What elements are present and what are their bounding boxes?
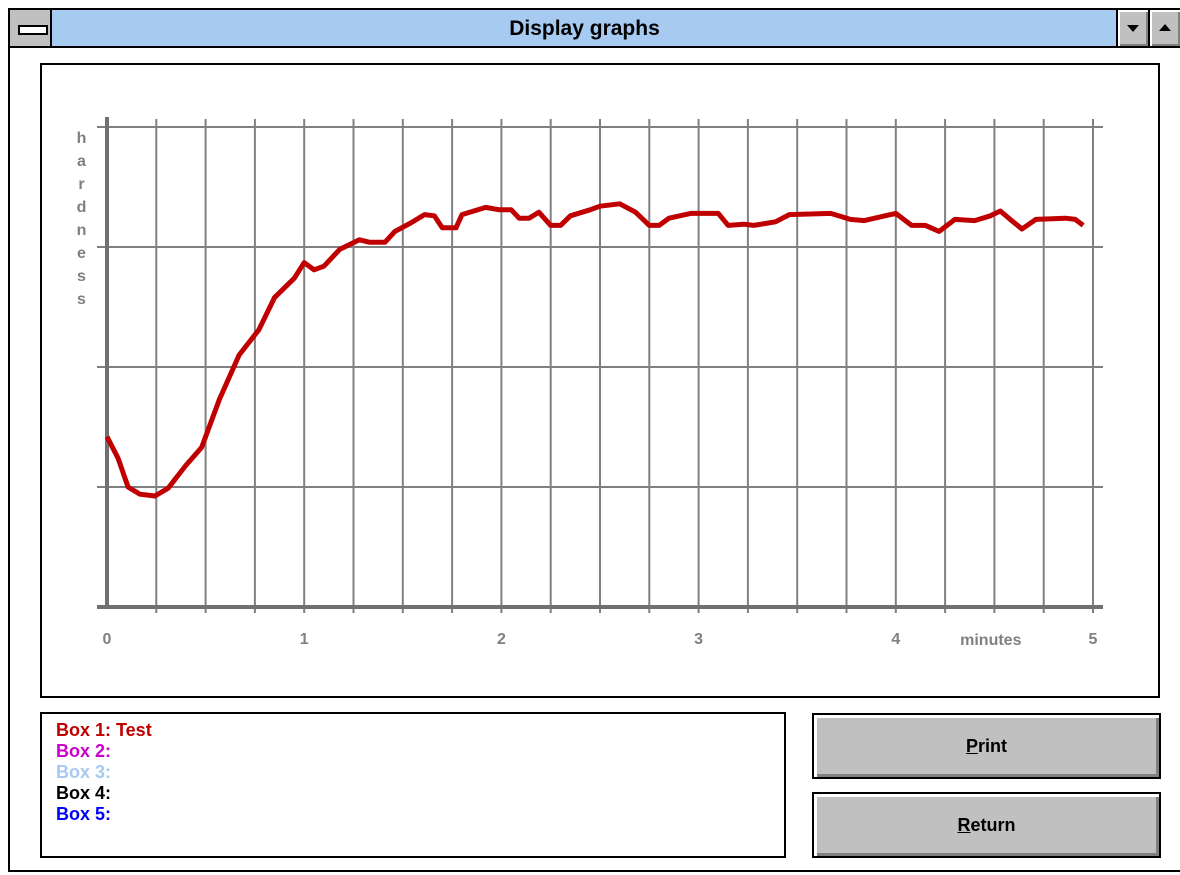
print-button[interactable]: Print xyxy=(812,713,1161,779)
button-label: Return xyxy=(957,814,1016,835)
x-tick-label: 4 xyxy=(891,631,900,648)
legend-entry: Box 1: Test xyxy=(56,720,152,740)
x-tick-label: 5 xyxy=(1089,631,1098,648)
icon xyxy=(1127,25,1139,32)
x-tick-label: 1 xyxy=(300,631,309,648)
legend-entry: Box 5: xyxy=(56,804,112,824)
title-bar xyxy=(10,10,1180,48)
x-tick-label: 3 xyxy=(694,631,703,648)
x-axis-label: minutes xyxy=(960,632,1021,649)
legend-entry: Box 4: xyxy=(56,783,112,803)
window-title: Display graphs xyxy=(509,17,660,40)
data-line xyxy=(104,201,1085,499)
graph-panel xyxy=(40,63,1160,698)
window-frame xyxy=(8,8,1180,872)
legend: Box 1: Test Box 2: Box 3: Box 4: Box 5: xyxy=(40,712,786,858)
return-button[interactable]: Return xyxy=(812,792,1161,858)
legend-entry: Box 2: xyxy=(56,741,112,761)
button-label: Print xyxy=(965,735,1007,756)
y-axis-label: hardness xyxy=(73,130,90,314)
minimize-button[interactable] xyxy=(1116,10,1148,48)
chart: 0 1 2 3 4 5 minutes xyxy=(97,117,1103,649)
x-tick-label: 2 xyxy=(497,631,506,648)
x-tick-label: 0 xyxy=(103,631,112,648)
legend-entry: Box 3: xyxy=(56,762,112,782)
icon xyxy=(1159,24,1171,31)
maximize-button[interactable] xyxy=(1148,10,1180,48)
system-menu[interactable] xyxy=(10,10,52,48)
